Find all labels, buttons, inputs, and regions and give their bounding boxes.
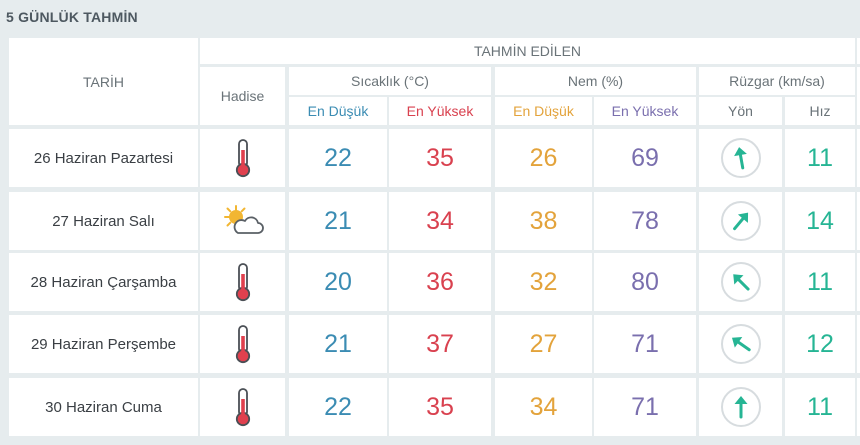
row-wind-dir xyxy=(699,378,782,436)
row-wind-speed: 11 xyxy=(785,253,855,311)
row-date: 26 Haziran Pazartesi xyxy=(9,129,198,187)
row-hum-min: 38 xyxy=(495,192,592,250)
wind-direction-arrow-icon xyxy=(719,199,763,243)
header-temperature: Sıcaklık (°C) xyxy=(289,67,491,95)
row-wind-speed: 14 xyxy=(785,192,855,250)
row-edge xyxy=(857,315,860,373)
wind-direction-arrow-icon xyxy=(719,136,763,180)
row-wind-dir xyxy=(699,129,782,187)
row-hadise xyxy=(200,378,285,436)
header-hum-min: En Düşük xyxy=(495,97,592,125)
row-hum-min: 34 xyxy=(495,378,592,436)
header-wind-speed: Hız xyxy=(785,97,855,125)
row-hum-max: 71 xyxy=(594,378,696,436)
row-date: 30 Haziran Cuma xyxy=(9,378,198,436)
row-temp-min: 22 xyxy=(289,129,387,187)
partly-cloudy-icon xyxy=(221,204,265,238)
row-date: 28 Haziran Çarşamba xyxy=(9,253,198,311)
row-hum-max: 71 xyxy=(594,315,696,373)
thermometer-hot-icon xyxy=(233,138,253,178)
header-date: TARİH xyxy=(9,38,198,125)
header-temp-min: En Düşük xyxy=(289,97,387,125)
row-wind-dir xyxy=(699,192,782,250)
wind-direction-arrow-icon xyxy=(719,260,763,304)
row-hum-min: 27 xyxy=(495,315,592,373)
wind-direction-arrow-icon xyxy=(719,322,763,366)
row-hadise xyxy=(200,315,285,373)
header-wind: Rüzgar (km/sa) xyxy=(699,67,855,95)
row-edge xyxy=(857,378,860,436)
thermometer-hot-icon xyxy=(233,324,253,364)
row-hum-max: 78 xyxy=(594,192,696,250)
thermometer-hot-icon xyxy=(233,387,253,427)
row-date: 29 Haziran Perşembe xyxy=(9,315,198,373)
wind-direction-arrow-icon xyxy=(719,385,763,429)
row-temp-max: 36 xyxy=(389,253,491,311)
row-temp-max: 34 xyxy=(389,192,491,250)
row-hum-min: 26 xyxy=(495,129,592,187)
header-edge xyxy=(857,38,860,64)
header-wind-dir: Yön xyxy=(699,97,782,125)
row-edge xyxy=(857,192,860,250)
header-hum-max: En Yüksek xyxy=(594,97,696,125)
row-hum-min: 32 xyxy=(495,253,592,311)
row-wind-speed: 12 xyxy=(785,315,855,373)
row-hum-max: 80 xyxy=(594,253,696,311)
header-hadise: Hadise xyxy=(200,67,285,125)
header-humidity: Nem (%) xyxy=(495,67,696,95)
header-temp-max: En Yüksek xyxy=(389,97,491,125)
row-wind-dir xyxy=(699,315,782,373)
header-forecast: TAHMİN EDİLEN xyxy=(200,38,855,64)
row-wind-speed: 11 xyxy=(785,129,855,187)
row-hadise xyxy=(200,192,285,250)
row-wind-speed: 11 xyxy=(785,378,855,436)
row-hadise xyxy=(200,253,285,311)
row-temp-min: 22 xyxy=(289,378,387,436)
row-hadise xyxy=(200,129,285,187)
row-temp-max: 35 xyxy=(389,378,491,436)
row-wind-dir xyxy=(699,253,782,311)
thermometer-hot-icon xyxy=(233,262,253,302)
row-hum-max: 69 xyxy=(594,129,696,187)
row-temp-max: 35 xyxy=(389,129,491,187)
header-edge xyxy=(857,67,860,125)
row-temp-min: 20 xyxy=(289,253,387,311)
row-temp-min: 21 xyxy=(289,192,387,250)
row-temp-max: 37 xyxy=(389,315,491,373)
row-temp-min: 21 xyxy=(289,315,387,373)
row-edge xyxy=(857,253,860,311)
row-edge xyxy=(857,129,860,187)
row-date: 27 Haziran Salı xyxy=(9,192,198,250)
page-title: 5 GÜNLÜK TAHMİN xyxy=(6,9,138,25)
